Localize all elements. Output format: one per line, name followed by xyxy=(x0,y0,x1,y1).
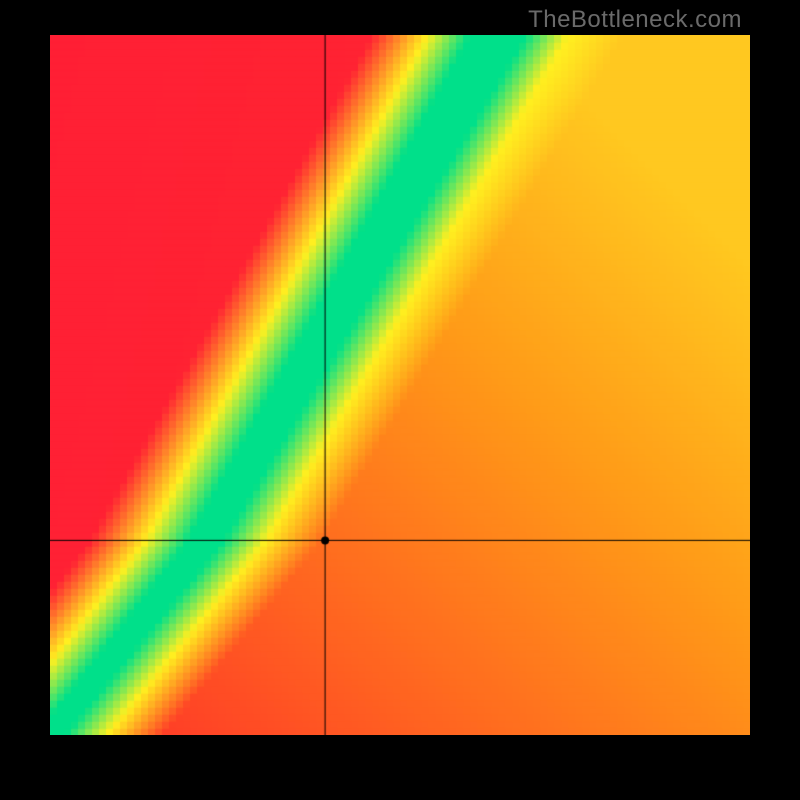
watermark: TheBottleneck.com xyxy=(528,6,742,34)
bottleneck-heatmap xyxy=(50,35,750,735)
